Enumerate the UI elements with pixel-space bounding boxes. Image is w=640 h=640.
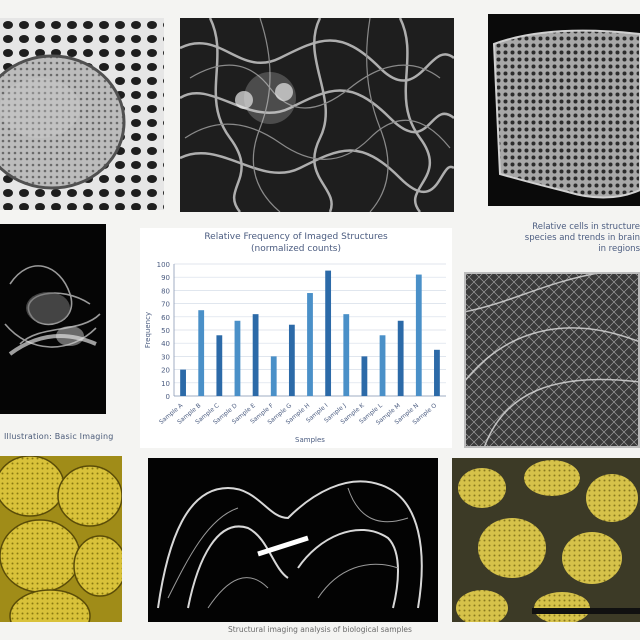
bar-5 <box>252 314 259 396</box>
y-tick-label: 40 <box>161 340 170 348</box>
bar-8 <box>307 293 313 396</box>
y-axis-label: Frequency <box>144 312 152 348</box>
bar-4 <box>234 320 241 396</box>
fibrous-tissue-micrograph-icon <box>180 18 454 212</box>
y-tick-label: 90 <box>161 274 170 282</box>
middle-left-caption: Illustration: Basic Imaging <box>4 432 114 441</box>
porous-membrane-micrograph-icon <box>488 14 640 206</box>
bar-2 <box>198 310 205 396</box>
chart-title: Relative Frequency of Imaged Structures <box>204 232 388 242</box>
micrograph-middle-left <box>0 224 106 414</box>
y-tick-label: 10 <box>161 380 170 388</box>
bar-chart: Relative Frequency of Imaged Structures … <box>140 228 452 448</box>
bar-11 <box>361 356 368 396</box>
bar-1 <box>180 369 186 396</box>
y-tick-label: 60 <box>161 314 170 322</box>
y-tick-label: 0 <box>166 393 170 401</box>
side-note: Relative cells in structure species and … <box>524 222 640 254</box>
yellow-tissue-micrograph-icon <box>452 458 640 628</box>
y-tick-label: 100 <box>157 261 170 269</box>
dark-tissue-micrograph-icon <box>0 224 106 414</box>
micrograph-top-center <box>180 18 454 212</box>
bar-12 <box>379 335 386 396</box>
bar-7 <box>288 324 295 396</box>
bar-13 <box>397 320 404 396</box>
x-axis-label: Samples <box>295 436 325 444</box>
bar-14 <box>415 274 422 396</box>
bar-10 <box>343 314 350 396</box>
micrograph-middle-right <box>464 272 640 448</box>
organ-structure-render-icon <box>148 458 438 624</box>
bar-9 <box>325 270 332 396</box>
fiber-network-micrograph-icon <box>464 272 640 448</box>
micrograph-top-right <box>488 14 640 206</box>
bar-3 <box>216 335 223 396</box>
bar-15 <box>434 349 440 396</box>
y-tick-label: 80 <box>161 287 170 295</box>
chart-subtitle: (normalized counts) <box>251 244 341 254</box>
y-tick-label: 30 <box>161 353 170 361</box>
cell-micrograph-icon <box>0 18 164 210</box>
y-tick-label: 50 <box>161 327 170 335</box>
micrograph-bottom-right <box>452 458 640 628</box>
render-bottom-center <box>148 458 438 624</box>
yellow-cell-cluster-icon <box>0 456 122 632</box>
bar-6 <box>270 356 277 396</box>
micrograph-bottom-left <box>0 456 122 632</box>
footer-caption: Structural imaging analysis of biologica… <box>228 625 412 634</box>
y-tick-label: 20 <box>161 367 170 375</box>
y-tick-label: 70 <box>161 301 170 309</box>
footer-band <box>0 622 640 640</box>
micrograph-top-left <box>0 18 164 210</box>
